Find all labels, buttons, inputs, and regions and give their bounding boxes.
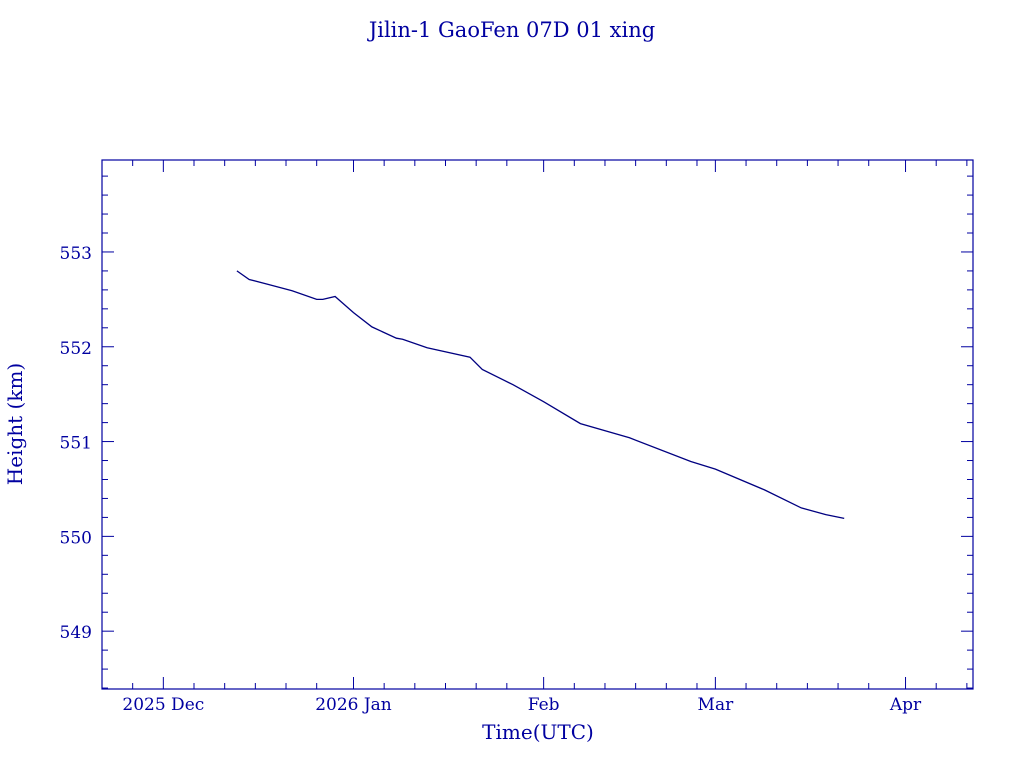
x-axis-label: Time(UTC) [482,720,594,744]
x-tick-label: 2026 Jan [315,695,392,715]
y-tick-label: 553 [60,244,92,264]
x-tick-label: Apr [889,695,922,715]
y-tick-labels: 549 550 551 552 553 [60,244,92,643]
chart-title: Jilin-1 GaoFen 07D 01 xing [367,18,655,42]
y-tick-label: 550 [60,528,92,548]
y-tick-label: 552 [60,339,92,359]
y-tick-label: 551 [60,434,92,454]
plot-frame [101,159,974,690]
x-tick-label: 2025 Dec [122,695,204,715]
x-tick-label: Feb [528,695,560,715]
y-axis-label: Height (km) [3,363,27,485]
x-tick-labels: 2025 Dec 2026 Jan Feb Mar Apr [122,695,922,715]
x-tick-label: Mar [698,695,735,715]
y-tick-label: 549 [60,623,92,643]
axis-ticks [101,160,973,689]
height-series-line [236,270,845,520]
